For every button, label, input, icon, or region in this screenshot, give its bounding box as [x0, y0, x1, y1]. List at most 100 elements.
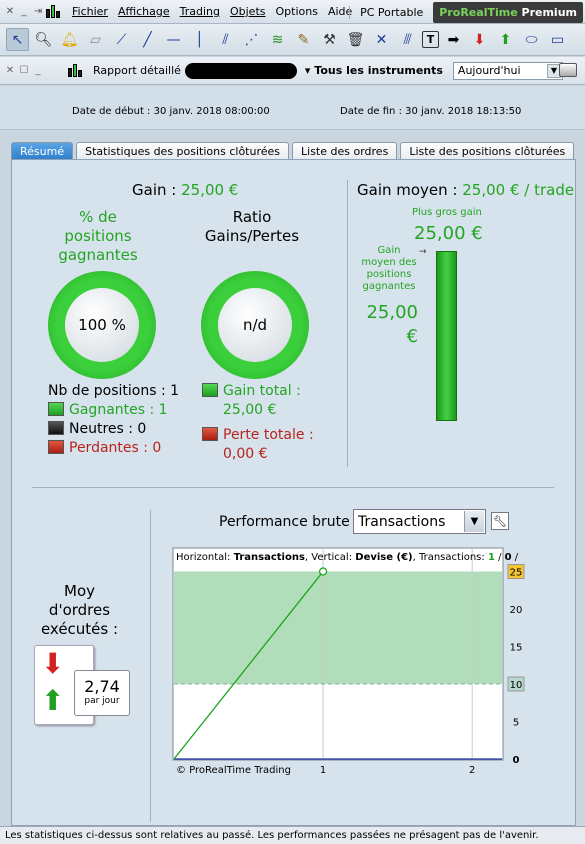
tab-resume[interactable]: Résumé [11, 142, 74, 160]
trash-icon[interactable]: 🗑︎ [346, 31, 365, 48]
tab-statistiques[interactable]: Statistiques des positions clôturées [76, 142, 290, 160]
candlestick-logo-icon [45, 4, 61, 20]
chart-fill-area [174, 571, 502, 684]
ratio-title: Ratio Gains/Pertes [204, 208, 300, 245]
orders-title: Moy d'ordres exécutés : [40, 582, 119, 638]
cursor-icon[interactable]: ↖ [6, 28, 29, 51]
menu-bar: ✕ _ ⇥ Fichier Affichage Trading Objets O… [0, 0, 585, 24]
gain-moyen-heading: Gain moyen : 25,00 € / trade [357, 181, 575, 199]
close-icon[interactable]: ✕ [5, 6, 15, 17]
minimize-icon[interactable]: _ [35, 65, 41, 76]
date-range: Date de début : 30 janv. 2018 08:00:00 D… [0, 86, 585, 130]
report-title: Rapport détaillé [93, 64, 181, 77]
pct-winning-title: % de positions gagnantes [58, 208, 138, 264]
winning-count: Gagnantes : 1 [48, 401, 179, 420]
gain-bar [436, 251, 457, 421]
parallel-icon[interactable]: ⫻ [403, 31, 412, 48]
y-zero-label: 0 [513, 755, 520, 766]
arrow-right-icon[interactable]: ➡ [447, 31, 460, 48]
y-tick-label: 5 [513, 718, 519, 729]
series-point [318, 567, 328, 576]
line-icon[interactable]: ⟋ [116, 31, 127, 48]
pc-portable-label[interactable]: PC Portable [349, 5, 433, 19]
performance-select[interactable]: Transactions ▼ [353, 509, 486, 534]
report-bar: ✕ ☐ _ Rapport détaillé ▾ Tous les instru… [0, 57, 585, 85]
neutral-swatch [48, 421, 64, 435]
orders-card: ⬇ ⬆ [34, 645, 94, 725]
drawing-toolbar: ↖ 🔍︎ 🔔︎ ▱ ⟋ ╱ — │ ⫽ ⋰ ≋ ✎ ⚒ 🗑︎ ✕ ⫻ T ➡ ⬇… [0, 24, 585, 56]
horizontal-divider [32, 487, 554, 488]
cross-icon[interactable]: ✕ [375, 31, 388, 48]
pct-winning-gauge: 100 % [48, 271, 156, 379]
gain-total-swatch [202, 383, 218, 397]
menu-fichier[interactable]: Fichier [72, 5, 108, 18]
performance-label: Performance brute [219, 514, 350, 530]
chart-copyright: © ProRealTime Trading [176, 765, 291, 776]
x-tick-label: 1 [320, 765, 326, 776]
pin-icon[interactable]: ⇥ [33, 6, 43, 17]
restore-icon[interactable]: ☐ [19, 65, 29, 76]
y-marker-box [507, 676, 525, 692]
instruments-selector[interactable]: ▾ Tous les instruments [304, 64, 443, 77]
report-window-controls: ✕ ☐ _ [0, 65, 43, 76]
y-marker-box [507, 564, 525, 579]
channel-icon[interactable]: ⫽ [222, 31, 229, 48]
losing-swatch [48, 440, 64, 454]
tab-liste-positions[interactable]: Liste des positions clôturées [400, 142, 575, 160]
x-tick-label: 2 [469, 765, 475, 776]
vertical-line-icon[interactable]: │ [195, 31, 204, 48]
neutral-count: Neutres : 0 [48, 420, 179, 439]
chevron-down-icon: ▼ [464, 511, 484, 532]
rectangle-icon[interactable]: ▭ [550, 31, 565, 48]
positions-counts: Nb de positions : 1 Gagnantes : 1 Neutre… [48, 382, 179, 458]
perte-totale: Perte totale : 0,00 € [202, 426, 314, 464]
gain-moyen-pos-value: 25,00 € [366, 302, 418, 347]
pencil-icon[interactable]: ✎ [297, 31, 310, 48]
arrow-down-icon[interactable]: ⬇ [473, 31, 486, 48]
print-icon[interactable] [559, 63, 577, 77]
fibonacci-icon[interactable]: ≋ [271, 31, 284, 48]
horizontal-line-icon[interactable]: — [166, 31, 181, 48]
arrow-up-icon[interactable]: ⬆ [499, 31, 512, 48]
status-bar: Les statistiques ci-dessus sont relative… [0, 826, 585, 844]
menu-aide[interactable]: Aide [327, 5, 353, 18]
pct-winning-value: 100 % [65, 288, 139, 362]
orders-value-box: 2,74 par jour [74, 670, 130, 716]
tools-icon[interactable]: ⚒ [323, 31, 336, 48]
minimize-icon[interactable]: _ [21, 6, 27, 17]
report-tabs: Résumé Statistiques des positions clôtur… [11, 142, 575, 160]
plus-gros-gain-label: Plus gros gain [412, 207, 482, 218]
perte-totale-swatch [202, 427, 218, 441]
lower-vertical-divider [150, 510, 151, 822]
window-controls: ✕ _ ⇥ [0, 6, 43, 17]
ratio-gauge: n/d [201, 271, 309, 379]
performance-chart: 1251015202502510 Horizontal: Transaction… [172, 547, 525, 776]
period-select[interactable]: Aujourd'hui ▼ [452, 61, 563, 80]
y-tick-label: 15 [510, 643, 523, 654]
arrow-right-icon: → [419, 247, 427, 257]
losing-count: Perdantes : 0 [48, 439, 179, 458]
menu-trading[interactable]: Trading [179, 5, 220, 18]
gain-total: Gain total : 25,00 € [202, 382, 301, 420]
y-marker-label: 10 [510, 680, 523, 691]
plus-gros-gain-value: 25,00 € [414, 223, 483, 244]
tab-liste-ordres[interactable]: Liste des ordres [292, 142, 398, 160]
chart-info: Horizontal: Transactions, Vertical: Devi… [176, 552, 519, 563]
close-icon[interactable]: ✕ [5, 65, 15, 76]
text-icon[interactable]: T [422, 31, 439, 48]
menu-affichage[interactable]: Affichage [117, 5, 170, 18]
magnifier-icon[interactable]: 🔍︎ [34, 31, 53, 48]
winning-swatch [48, 402, 64, 416]
fan-icon[interactable]: ⋰ [244, 31, 259, 48]
segment-icon[interactable]: ╱ [143, 31, 152, 48]
arrow-up-icon: ⬆ [41, 684, 65, 717]
ellipse-icon[interactable]: ⬭ [525, 31, 538, 48]
redacted-account [184, 62, 297, 79]
wrench-icon[interactable]: 🔧︎ [491, 512, 509, 530]
vertical-divider [347, 180, 348, 467]
menu-objets[interactable]: Objets [229, 5, 266, 18]
bell-icon[interactable]: 🔔︎ [60, 31, 79, 48]
series-line [173, 571, 324, 760]
ruler-icon[interactable]: ▱ [90, 31, 101, 48]
menu-options[interactable]: Options [275, 5, 318, 18]
